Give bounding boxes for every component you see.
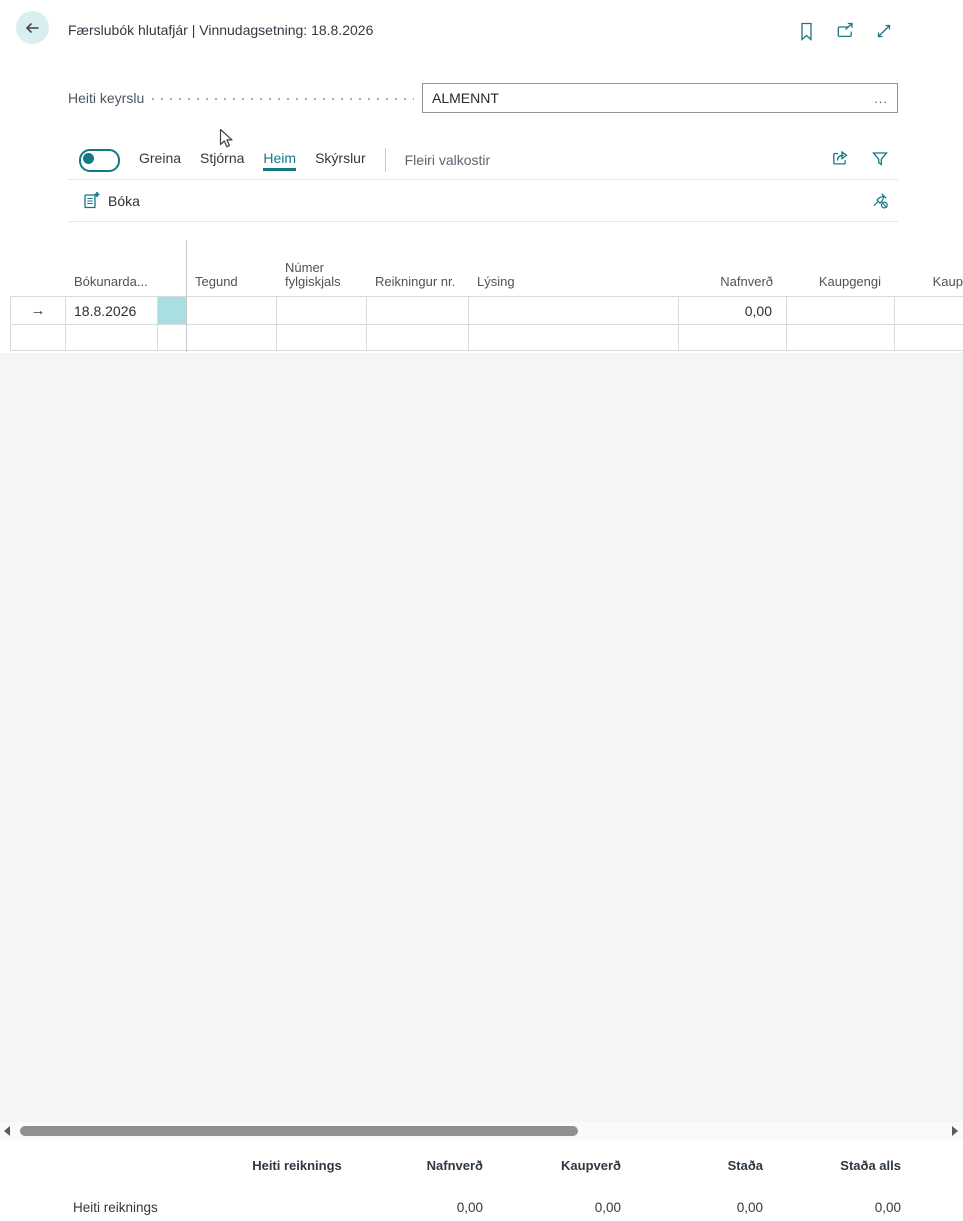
cell-tegund[interactable] [187,296,277,324]
col-header-indicator [10,240,66,296]
cell-lysing[interactable] [469,296,679,324]
empty-grid-area [0,353,963,1122]
col-header-posting-date[interactable]: Bókunarda... [74,274,148,289]
cell-numer-fylgiskjals[interactable] [277,324,367,351]
journal-post-icon [82,191,101,210]
tab-stjorna[interactable]: Stjórna [200,149,245,166]
col-header-lysing[interactable]: Lýsing [477,274,515,289]
more-options-button[interactable]: Fleiri valkostir [404,152,491,168]
run-name-input[interactable]: ALMENNT ... [422,83,898,113]
topbar-icons [793,20,897,42]
scroll-left-icon[interactable] [4,1126,10,1136]
footer-total-stada-alls: 0,00 [874,1200,901,1215]
expand-icon[interactable] [871,20,897,42]
tab-heim[interactable]: Heim [263,150,297,171]
footer-total-nafnverd: 0,00 [456,1200,483,1215]
tab-greina[interactable]: Greina [139,149,182,166]
cell-lysing[interactable] [469,324,679,351]
col-header-selection [158,240,187,296]
cell-kaup[interactable] [895,296,963,324]
grid-row-1: → 18.8.2026 0,00 [10,296,963,324]
action-bar: Bóka [68,179,898,222]
back-button[interactable] [16,11,49,44]
cell-nafnverd[interactable]: 0,00 [679,296,787,324]
row-indicator-arrow: → [10,296,66,324]
lookup-ellipsis-button[interactable]: ... [874,90,888,106]
cell-posting-date[interactable]: 18.8.2026 [66,296,158,324]
scroll-right-icon[interactable] [952,1126,958,1136]
cell-posting-date[interactable] [66,324,158,351]
grid-header-row: Bókunarda... Tegund Númer fylgiskjals Re… [10,240,963,296]
run-name-label: Heiti keyrslu [68,90,145,106]
cell-reikningur-nr[interactable] [367,324,469,351]
analyze-toggle[interactable] [79,148,120,172]
horizontal-scrollbar[interactable] [0,1122,963,1140]
cell-numer-fylgiskjals[interactable] [277,296,367,324]
row-indicator-arrow [10,324,66,351]
footer-header-kaupverd: Kaupverð [561,1158,621,1173]
scrollbar-thumb[interactable] [20,1126,578,1136]
post-button[interactable]: Bóka [82,191,140,210]
tab-skyrslur[interactable]: Skýrslur [315,149,366,166]
grid-row-2 [10,324,963,351]
tab-divider [384,148,386,172]
bookmark-icon[interactable] [793,20,819,42]
page-title: Færslubók hlutafjár | Vinnudagsetning: 1… [68,22,374,38]
footer-header-heiti-reiknings: Heiti reiknings [252,1158,342,1173]
share-icon[interactable] [827,147,853,169]
cell-selection[interactable] [158,324,187,351]
cell-selection[interactable] [158,296,187,324]
footer-total-stada: 0,00 [736,1200,763,1215]
arrow-left-icon [24,19,42,37]
open-in-new-window-icon[interactable] [832,20,858,42]
cell-kaupgengi[interactable] [787,324,895,351]
footer-total-kaupverd: 0,00 [594,1200,621,1215]
filter-icon[interactable] [867,147,893,169]
cell-tegund[interactable] [187,324,277,351]
col-header-kaupgengi[interactable]: Kaupgengi [818,274,881,289]
journal-grid: Bókunarda... Tegund Númer fylgiskjals Re… [10,240,963,352]
post-button-label: Bóka [108,192,140,209]
unpin-icon[interactable] [866,190,892,212]
col-header-reikningur-nr[interactable]: Reikningur nr. [375,274,456,289]
cell-nafnverd[interactable] [679,324,787,351]
col-header-kaup[interactable]: Kaup [932,274,963,289]
cell-kaup[interactable] [895,324,963,351]
toolbar-icons [827,147,893,169]
col-header-numer-fylgiskjals[interactable]: Númer fylgiskjals [285,260,341,289]
run-name-value[interactable]: ALMENNT [432,90,499,106]
col-header-tegund[interactable]: Tegund [195,274,238,289]
col-header-nafnverd[interactable]: Nafnverð [720,274,773,289]
cell-reikningur-nr[interactable] [367,296,469,324]
toolbar: Greina Stjórna Heim Skýrslur Fleiri valk… [79,146,490,174]
freeze-pane-divider [186,240,187,352]
footer-header-stada: Staða [727,1158,763,1173]
dotted-leader [152,98,414,100]
grid-body: → 18.8.2026 0,00 [10,296,963,351]
footer-header-nafnverd: Nafnverð [426,1158,483,1173]
cell-kaupgengi[interactable] [787,296,895,324]
toggle-knob [83,152,94,164]
footer-header-stada-alls: Staða alls [840,1158,901,1173]
footer-total-label: Heiti reiknings [73,1200,158,1215]
